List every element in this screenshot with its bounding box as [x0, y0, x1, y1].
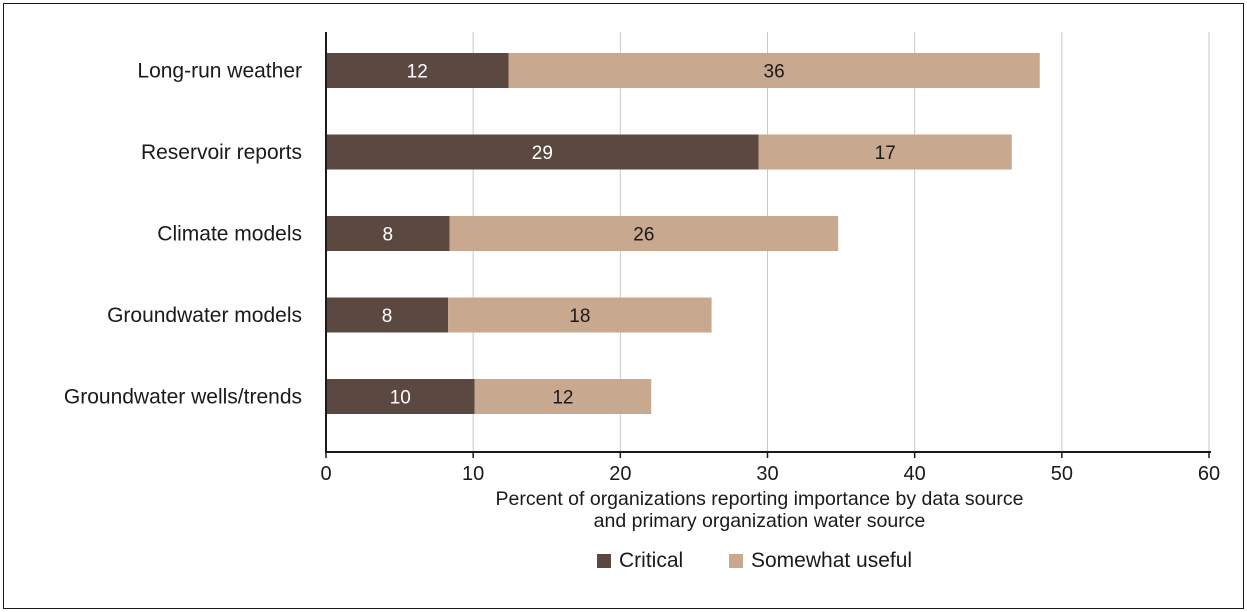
legend: Critical Somewhat useful	[597, 549, 912, 572]
legend-label-somewhat-useful: Somewhat useful	[751, 549, 912, 572]
legend-swatch-somewhat-useful	[729, 554, 743, 568]
bar-segment	[474, 379, 652, 414]
category-label: Groundwater wells/trends	[64, 386, 302, 409]
bar-segment	[758, 134, 1012, 170]
legend-label-critical: Critical	[619, 549, 683, 572]
bars: 12 36 29 17 8 26 8 18 10 12	[326, 53, 1040, 414]
category-label: Reservoir reports	[141, 141, 302, 164]
bar-segment	[326, 297, 449, 333]
bar-value-label: 10	[390, 388, 411, 409]
bar-segment	[326, 216, 450, 251]
x-tick-label: 0	[320, 463, 331, 485]
bar-segment	[326, 379, 475, 414]
bar-value-label: 12	[552, 388, 573, 409]
x-tick-label: 30	[756, 463, 778, 485]
stacked-bar-chart: 12 36 29 17 8 26 8 18 10 12 0 10 20 30 40 50 60 Long-ru…	[64, 32, 1220, 572]
x-axis-label-line-1: Percent of organizations reporting impor…	[496, 488, 1024, 510]
x-tick-label: 40	[904, 463, 926, 485]
legend-swatch-critical	[597, 554, 611, 568]
bar-segment	[448, 297, 712, 333]
bar-value-label: 36	[764, 62, 785, 83]
x-tick-label: 20	[609, 463, 631, 485]
bar-value-label: 12	[407, 62, 428, 83]
chart-frame: 12 36 29 17 8 26 8 18 10 12 0 10 20 30 40 50 60 Long-ru…	[3, 3, 1244, 609]
bar-value-label: 8	[383, 225, 394, 246]
bar-segment	[449, 216, 839, 251]
x-tick-label: 60	[1198, 463, 1220, 485]
category-label: Climate models	[157, 223, 302, 246]
category-labels: Long-run weather Reservoir reports Climate…	[64, 60, 302, 409]
bar-value-label: 17	[875, 143, 896, 164]
category-label: Groundwater models	[107, 304, 302, 327]
x-tick-label: 50	[1051, 463, 1073, 485]
bar-value-label: 18	[569, 306, 590, 327]
x-ticks: 0 10 20 30 40 50 60	[320, 452, 1220, 485]
x-tick-label: 10	[462, 463, 484, 485]
category-label: Long-run weather	[137, 60, 302, 83]
bar-value-label: 29	[532, 143, 553, 164]
x-axis-label-line-2: and primary organization water source	[594, 510, 926, 532]
bar-value-label: 26	[633, 225, 654, 246]
bar-value-label: 8	[382, 306, 393, 327]
bar-segment	[326, 134, 759, 170]
bar-segment	[508, 53, 1040, 88]
bar-segment	[326, 53, 509, 88]
